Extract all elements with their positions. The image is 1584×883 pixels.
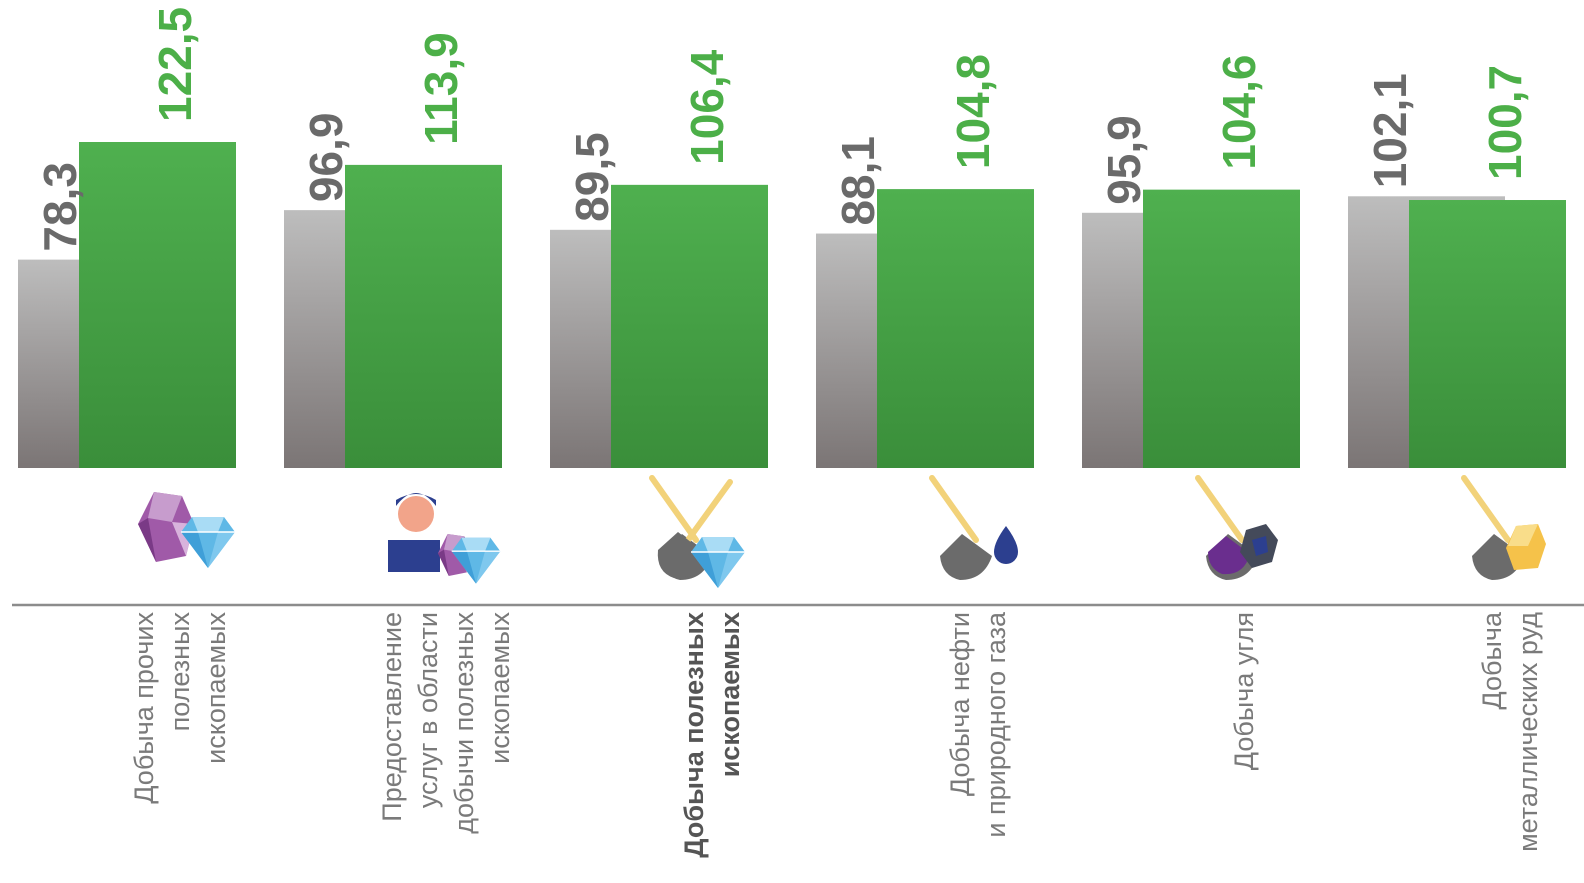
value-label-series1-0: 78,3 — [34, 162, 86, 252]
shovel-gem-icon — [652, 478, 746, 589]
value-label-series2-4: 104,6 — [1213, 55, 1265, 170]
bar-series2-5 — [1409, 200, 1566, 468]
category-label-1-line-0: Предоставление — [377, 612, 407, 822]
value-label-series2-0: 122,5 — [149, 7, 201, 122]
value-label-series2-3: 104,8 — [947, 54, 999, 169]
category-label-2-line-1: ископаемых — [715, 612, 745, 777]
value-label-series2-1: 113,9 — [415, 32, 467, 145]
category-label-0-line-1: полезных — [165, 612, 195, 732]
shovel-coal-icon — [1198, 478, 1278, 580]
gems-icon — [138, 492, 236, 569]
bar-series2-2 — [611, 184, 768, 469]
value-label-series1-4: 95,9 — [1098, 115, 1150, 205]
value-label-series2-2: 106,4 — [681, 49, 733, 165]
worker-gem-icon — [388, 493, 501, 585]
value-label-series1-5: 102,1 — [1364, 73, 1416, 188]
bar-series2-4 — [1143, 189, 1300, 468]
category-label-3-line-1: и природного газа — [981, 611, 1011, 838]
category-label-0-line-0: Добыча прочих — [129, 612, 159, 804]
category-label-1-line-1: услуг в области — [413, 612, 443, 808]
category-label-5-line-1: металлических руд — [1513, 612, 1543, 852]
category-label-4-line-0: Добыча угля — [1229, 612, 1259, 770]
value-label-series1-2: 89,5 — [566, 132, 618, 222]
category-label-3-line-0: Добыча нефти — [945, 612, 975, 796]
value-label-series1-1: 96,9 — [300, 113, 352, 203]
value-label-series1-3: 88,1 — [832, 136, 884, 226]
category-label-0-line-2: ископаемых — [201, 612, 231, 764]
bar-series2-0 — [79, 142, 236, 468]
value-label-series2-5: 100,7 — [1479, 65, 1531, 180]
shovel-oil-icon — [932, 478, 1018, 580]
category-label-2-line-0: Добыча полезных — [679, 612, 709, 858]
category-label-5-line-0: Добыча — [1477, 611, 1507, 710]
bar-series2-1 — [345, 164, 502, 468]
shovel-ore-icon — [1464, 478, 1546, 580]
bar-series2-3 — [877, 189, 1034, 468]
category-label-1-line-3: ископаемых — [485, 612, 515, 764]
category-label-1-line-2: добычи полезных — [449, 612, 479, 834]
